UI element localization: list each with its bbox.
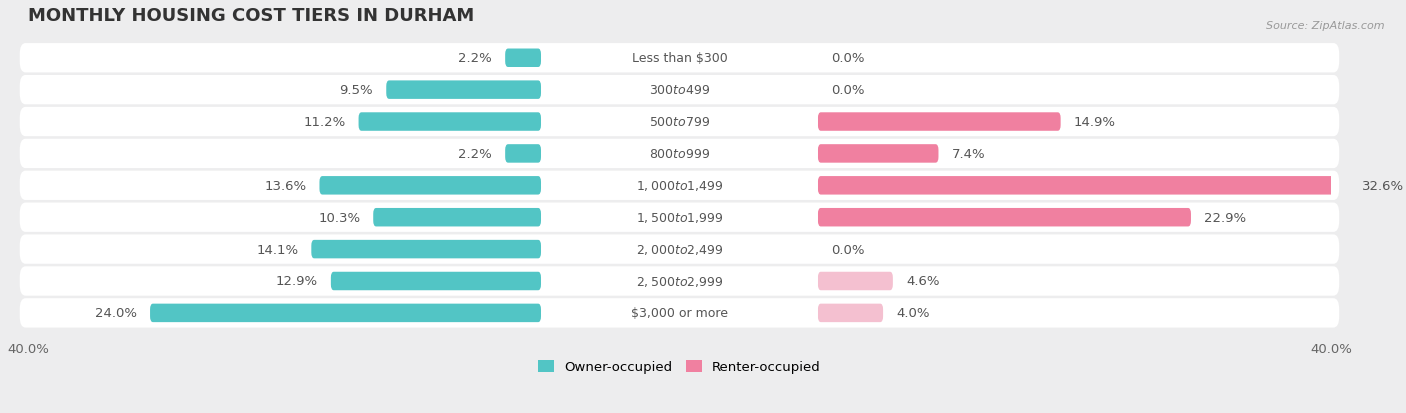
Text: 9.5%: 9.5% [340, 84, 373, 97]
FancyBboxPatch shape [20, 76, 1339, 105]
FancyBboxPatch shape [20, 171, 1339, 200]
FancyBboxPatch shape [505, 50, 541, 68]
FancyBboxPatch shape [541, 177, 818, 195]
FancyBboxPatch shape [541, 50, 818, 68]
Text: 7.4%: 7.4% [952, 147, 986, 161]
FancyBboxPatch shape [20, 235, 1339, 264]
Text: $500 to $799: $500 to $799 [648, 116, 710, 129]
FancyBboxPatch shape [359, 113, 541, 131]
Text: 2.2%: 2.2% [458, 52, 492, 65]
Text: 22.9%: 22.9% [1204, 211, 1246, 224]
Legend: Owner-occupied, Renter-occupied: Owner-occupied, Renter-occupied [533, 355, 827, 379]
Text: Source: ZipAtlas.com: Source: ZipAtlas.com [1267, 21, 1385, 31]
Text: $2,000 to $2,499: $2,000 to $2,499 [636, 242, 723, 256]
FancyBboxPatch shape [541, 145, 818, 163]
FancyBboxPatch shape [541, 304, 818, 323]
Text: 32.6%: 32.6% [1362, 179, 1405, 192]
FancyBboxPatch shape [20, 108, 1339, 137]
FancyBboxPatch shape [387, 81, 541, 100]
FancyBboxPatch shape [373, 209, 541, 227]
FancyBboxPatch shape [20, 267, 1339, 296]
FancyBboxPatch shape [311, 240, 541, 259]
Text: 2.2%: 2.2% [458, 147, 492, 161]
Text: 12.9%: 12.9% [276, 275, 318, 288]
Text: $3,000 or more: $3,000 or more [631, 306, 728, 320]
FancyBboxPatch shape [541, 272, 818, 290]
FancyBboxPatch shape [319, 177, 541, 195]
Text: $800 to $999: $800 to $999 [648, 147, 710, 161]
Text: 4.0%: 4.0% [896, 306, 929, 320]
FancyBboxPatch shape [541, 113, 818, 131]
Text: 11.2%: 11.2% [304, 116, 346, 129]
FancyBboxPatch shape [20, 140, 1339, 169]
FancyBboxPatch shape [330, 272, 541, 290]
Text: 0.0%: 0.0% [831, 84, 865, 97]
Text: 10.3%: 10.3% [318, 211, 360, 224]
Text: 13.6%: 13.6% [264, 179, 307, 192]
FancyBboxPatch shape [20, 44, 1339, 73]
Text: $1,000 to $1,499: $1,000 to $1,499 [636, 179, 723, 193]
Text: 0.0%: 0.0% [831, 52, 865, 65]
Text: 4.6%: 4.6% [905, 275, 939, 288]
FancyBboxPatch shape [818, 209, 1191, 227]
Text: $2,500 to $2,999: $2,500 to $2,999 [636, 274, 723, 288]
Text: MONTHLY HOUSING COST TIERS IN DURHAM: MONTHLY HOUSING COST TIERS IN DURHAM [28, 7, 474, 25]
Text: Less than $300: Less than $300 [631, 52, 727, 65]
FancyBboxPatch shape [20, 203, 1339, 233]
Text: $300 to $499: $300 to $499 [648, 84, 710, 97]
FancyBboxPatch shape [150, 304, 541, 323]
Text: 0.0%: 0.0% [831, 243, 865, 256]
FancyBboxPatch shape [541, 209, 818, 227]
Text: 14.1%: 14.1% [256, 243, 298, 256]
Text: 14.9%: 14.9% [1074, 116, 1116, 129]
FancyBboxPatch shape [505, 145, 541, 163]
FancyBboxPatch shape [541, 240, 818, 259]
FancyBboxPatch shape [818, 304, 883, 323]
FancyBboxPatch shape [818, 272, 893, 290]
Text: 24.0%: 24.0% [96, 306, 136, 320]
FancyBboxPatch shape [818, 177, 1348, 195]
FancyBboxPatch shape [818, 145, 938, 163]
FancyBboxPatch shape [541, 81, 818, 100]
FancyBboxPatch shape [20, 299, 1339, 328]
Text: $1,500 to $1,999: $1,500 to $1,999 [636, 211, 723, 225]
FancyBboxPatch shape [818, 113, 1060, 131]
